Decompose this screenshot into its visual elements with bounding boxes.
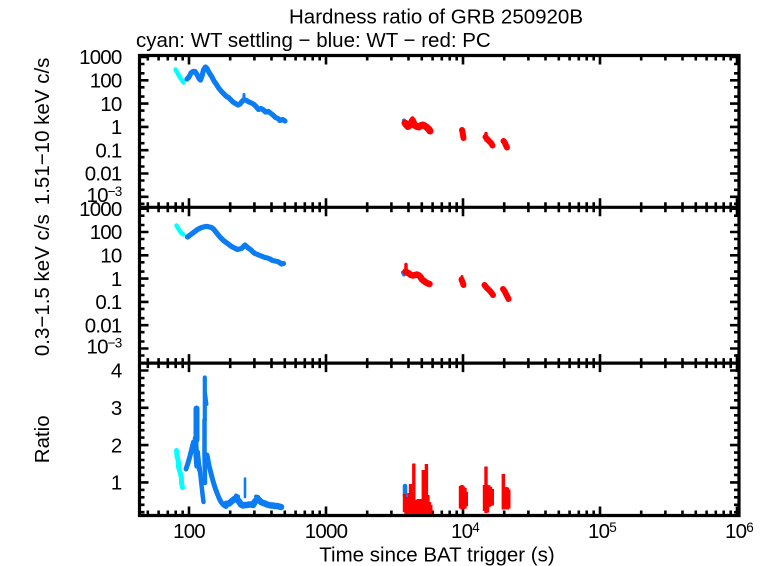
svg-text:4: 4 (111, 360, 122, 383)
svg-text:2: 2 (111, 434, 122, 457)
svg-text:0.01: 0.01 (85, 314, 122, 337)
svg-text:1000: 1000 (79, 198, 122, 221)
svg-text:1: 1 (111, 268, 122, 291)
svg-text:10: 10 (100, 245, 122, 268)
svg-text:0.01: 0.01 (85, 163, 122, 186)
svg-text:cyan: WT settling − blue: WT −: cyan: WT settling − blue: WT − red: PC (136, 29, 491, 52)
svg-text:Hardness ratio of GRB 250920B: Hardness ratio of GRB 250920B (289, 5, 583, 28)
svg-text:0.1: 0.1 (95, 139, 121, 162)
svg-text:1.51−10 keV c/s: 1.51−10 keV c/s (31, 58, 54, 206)
svg-text:10: 10 (100, 93, 122, 116)
svg-text:100: 100 (90, 221, 122, 244)
svg-text:100: 100 (90, 70, 122, 93)
svg-text:3: 3 (111, 397, 122, 420)
svg-text:1000: 1000 (305, 520, 348, 543)
svg-text:0.1: 0.1 (95, 291, 121, 314)
svg-text:0.3−1.5 keV c/s: 0.3−1.5 keV c/s (31, 214, 54, 356)
svg-text:1: 1 (111, 472, 122, 495)
svg-text:100: 100 (173, 520, 205, 543)
svg-text:Time since BAT trigger (s): Time since BAT trigger (s) (319, 544, 554, 566)
svg-text:1: 1 (111, 116, 122, 139)
svg-text:Ratio: Ratio (31, 415, 54, 463)
svg-text:1000: 1000 (79, 46, 122, 69)
